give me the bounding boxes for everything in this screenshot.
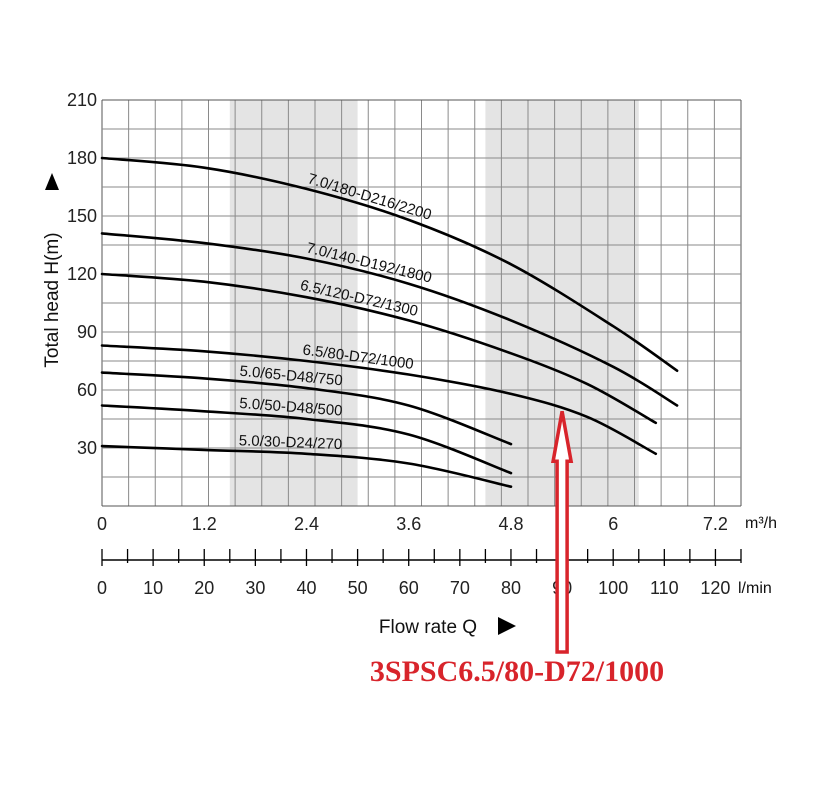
x-tick-label: 6 [608,514,618,534]
y-axis-ticks: 30 60 90 120 150 180 210 [67,90,97,458]
y-tick-label: 180 [67,148,97,168]
x-tick-label: 4.8 [498,514,523,534]
y-tick-label: 120 [67,264,97,284]
highlight-arrow-icon [551,410,574,654]
series-label: 5.0/30-D24/270 [239,432,343,453]
x2-tick-label: 30 [245,578,265,598]
x2-tick-label: 0 [97,578,107,598]
x2-tick-label: 120 [700,578,730,598]
curve-6.5/120-D72/1300 [100,272,658,425]
x-axis-title: Flow rate Q [379,617,477,638]
x2-tick-label: 40 [296,578,316,598]
x-tick-label: 0 [97,514,107,534]
highlight-label: 3SPSC6.5/80-D72/1000 [370,655,664,688]
y-axis-title: Total head H(m) [42,232,63,367]
x2-tick-label: 60 [399,578,419,598]
x2-tick-label: 70 [450,578,470,598]
x2-tick-label: 110 [650,578,679,598]
x-tick-label: 2.4 [294,514,319,534]
x-unit-label: m³/h [745,515,777,532]
curve-5.0/30-D24/270 [100,444,513,488]
x-axis-ticks: 0 1.2 2.4 3.6 4.8 6 7.2 [97,514,728,534]
x2-tick-label: 80 [501,578,521,598]
x2-tick-label: 20 [194,578,214,598]
curve-6.5/80-D72/1000 [100,344,658,456]
curve-5.0/50-D48/500 [100,404,513,475]
x2-tick-label: 50 [348,578,368,598]
secondary-x-axis: 0102030405060708090100110120 [97,549,742,598]
x-tick-label: 3.6 [396,514,421,534]
y-tick-label: 150 [67,206,97,226]
x2-tick-label: 10 [143,578,163,598]
y-tick-label: 60 [77,380,97,400]
x-tick-label: 7.2 [703,514,728,534]
curve-5.0/65-D48/750 [100,371,513,446]
y-tick-label: 210 [67,90,97,110]
x2-tick-label: 100 [598,578,628,598]
x-tick-label: 1.2 [192,514,217,534]
y-tick-label: 30 [77,438,97,458]
curve-7.0/140-D192/1800 [100,232,679,407]
y-axis-arrow-icon [45,173,59,190]
x2-unit-label: l/min [738,580,772,597]
curve-7.0/180-D216/2200 [100,156,679,372]
x-axis-arrow-icon [498,617,516,635]
performance-curves [100,156,679,488]
chart-grid [101,99,742,507]
highlight-marker [551,410,574,654]
y-tick-label: 90 [77,322,97,342]
